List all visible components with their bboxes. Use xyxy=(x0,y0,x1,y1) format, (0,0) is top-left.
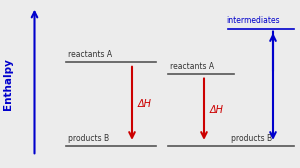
Text: reactants A: reactants A xyxy=(169,61,214,71)
Text: ΔH: ΔH xyxy=(210,105,224,115)
Text: reactants A: reactants A xyxy=(68,50,112,59)
Text: intermediates: intermediates xyxy=(226,16,280,25)
Text: Enthalpy: Enthalpy xyxy=(3,58,13,110)
Text: products B: products B xyxy=(231,134,272,143)
Text: products B: products B xyxy=(68,134,109,143)
Text: ΔH: ΔH xyxy=(138,99,152,109)
